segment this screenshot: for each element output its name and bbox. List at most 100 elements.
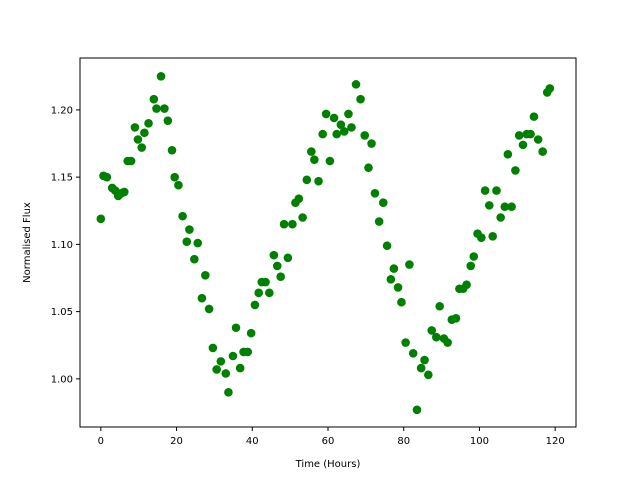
data-point — [500, 202, 510, 212]
data-point — [250, 300, 260, 310]
data-point — [321, 109, 331, 119]
data-point — [276, 272, 285, 281]
data-point — [397, 297, 406, 307]
data-point — [243, 347, 253, 357]
data-point — [269, 250, 279, 260]
data-point — [503, 149, 513, 159]
data-point — [405, 260, 414, 269]
data-point — [364, 163, 373, 173]
data-point — [360, 131, 370, 140]
data-point — [386, 275, 396, 284]
data-point — [140, 128, 149, 138]
data-point — [318, 129, 328, 139]
x-tick-label: 40 — [246, 436, 259, 447]
data-point — [533, 135, 543, 144]
data-point — [314, 176, 323, 186]
y-tick-label: 1.20 — [51, 105, 73, 116]
x-tick-label: 120 — [546, 436, 565, 447]
data-point — [336, 120, 346, 129]
data-point — [185, 225, 194, 234]
data-point — [420, 355, 429, 365]
data-point — [120, 187, 129, 197]
data-point — [283, 253, 293, 263]
data-point — [174, 180, 183, 190]
y-tick-label: 1.05 — [51, 307, 73, 318]
data-point — [182, 237, 192, 246]
data-point — [261, 277, 270, 287]
y-tick-label: 1.10 — [51, 240, 73, 251]
data-point — [152, 104, 161, 113]
data-point — [416, 363, 426, 373]
data-point — [462, 280, 471, 290]
data-point — [507, 202, 516, 212]
x-axis-label: Time (Hours) — [295, 459, 361, 470]
data-point — [431, 332, 441, 342]
x-tick-label: 80 — [397, 436, 410, 447]
data-point — [160, 104, 169, 113]
data-point — [382, 241, 392, 251]
data-point — [427, 326, 437, 335]
data-point — [130, 123, 140, 132]
data-point — [272, 261, 282, 271]
data-point — [298, 213, 307, 222]
data-point — [235, 363, 245, 373]
data-point — [545, 84, 555, 93]
data-point — [408, 349, 418, 358]
data-point — [374, 217, 384, 226]
data-point — [466, 261, 476, 271]
data-point — [302, 175, 312, 185]
data-point — [288, 219, 297, 229]
data-point — [393, 283, 403, 292]
data-point — [216, 357, 226, 366]
data-point — [518, 140, 528, 150]
data-point — [484, 201, 494, 210]
data-point — [254, 288, 264, 298]
data-point — [265, 288, 274, 298]
x-tick-label: 20 — [170, 436, 183, 447]
y-axis-label: Normalised Flux — [22, 202, 33, 283]
data-point — [279, 219, 289, 229]
data-point — [496, 213, 505, 222]
data-point — [347, 123, 356, 132]
data-point — [477, 233, 486, 242]
data-point — [529, 112, 539, 121]
data-point — [197, 293, 207, 303]
data-point — [246, 328, 256, 338]
data-point — [511, 166, 520, 175]
data-point — [190, 254, 199, 264]
data-point — [480, 186, 490, 195]
data-point — [133, 135, 143, 144]
data-point — [469, 252, 479, 261]
data-points — [96, 71, 555, 415]
data-point — [178, 211, 187, 221]
data-point — [126, 156, 136, 166]
data-point — [149, 94, 159, 104]
data-point — [389, 264, 399, 273]
data-point — [356, 94, 365, 104]
data-point — [307, 147, 316, 156]
data-point — [332, 129, 342, 139]
data-point — [96, 214, 106, 224]
data-point — [401, 338, 410, 347]
data-point — [231, 323, 241, 333]
data-point — [424, 370, 433, 380]
data-point — [538, 147, 547, 156]
data-point — [370, 188, 380, 198]
data-point — [526, 129, 535, 139]
data-point — [156, 71, 166, 81]
x-tick-label: 60 — [322, 436, 335, 447]
data-point — [193, 238, 203, 248]
data-point — [228, 351, 238, 361]
data-point — [325, 156, 335, 166]
data-point — [204, 304, 214, 314]
data-point — [514, 131, 524, 140]
data-point — [367, 139, 376, 148]
data-point — [310, 155, 319, 164]
x-tick-label: 0 — [98, 436, 104, 447]
data-point — [451, 314, 461, 323]
data-point — [212, 365, 221, 374]
data-point — [443, 338, 452, 347]
data-point — [144, 119, 153, 128]
data-point — [492, 186, 501, 195]
